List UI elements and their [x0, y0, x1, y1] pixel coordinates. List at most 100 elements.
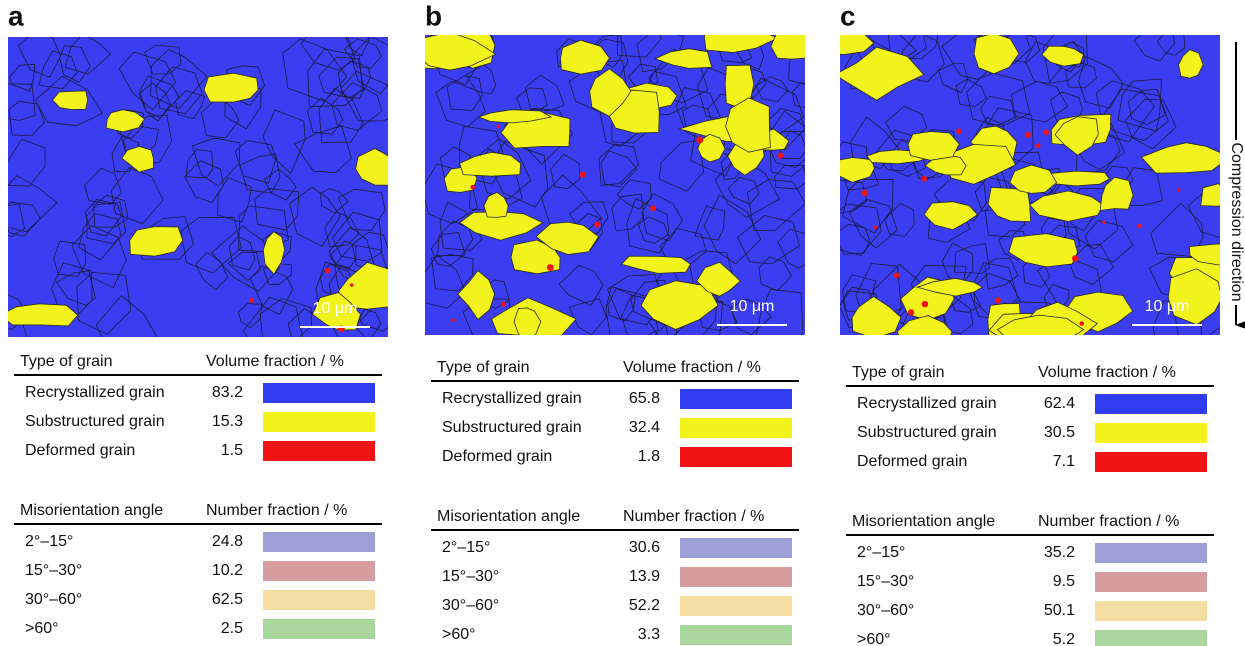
deformed-grain [594, 221, 600, 227]
row-name: 30°–60° [442, 597, 499, 614]
deformed-grain [995, 297, 1001, 303]
row-value: 2.5 [221, 620, 243, 637]
row-value: 9.5 [1053, 573, 1075, 590]
deformed-grain [908, 309, 914, 315]
scale-bar-label: 10 μm [730, 298, 775, 315]
color-swatch [263, 619, 375, 639]
table-header: Type of grain [852, 364, 945, 381]
row-value: 35.2 [1044, 544, 1075, 561]
color-swatch [680, 389, 792, 409]
row-value: 3.3 [638, 626, 660, 643]
row-name: Recrystallized grain [25, 384, 165, 401]
deformed-grain [350, 283, 354, 287]
scale-bar-label: 10 μm [313, 300, 358, 317]
deformed-grain [862, 190, 868, 196]
row-name: Recrystallized grain [442, 390, 582, 407]
substructured-grain [130, 227, 183, 257]
table-header: Volume fraction / % [623, 359, 761, 376]
deformed-grain [921, 176, 927, 182]
color-swatch [680, 596, 792, 616]
deformed-grain [894, 273, 900, 279]
table-header: Type of grain [437, 359, 530, 376]
table-header: Number fraction / % [206, 502, 347, 519]
row-name: 2°–15° [442, 539, 490, 556]
deformed-grain [497, 125, 501, 129]
deformed-grain [1102, 221, 1105, 224]
row-value: 24.8 [212, 533, 243, 550]
table-header: Volume fraction / % [206, 353, 344, 370]
color-swatch [680, 567, 792, 587]
row-name: Substructured grain [857, 424, 997, 441]
row-value: 13.9 [629, 568, 660, 585]
row-name: Substructured grain [25, 413, 165, 430]
substructured-grain [771, 30, 811, 59]
table-header: Volume fraction / % [1038, 364, 1176, 381]
row-value: 10.2 [212, 562, 243, 579]
table-header: Misorientation angle [20, 502, 163, 519]
color-swatch [263, 412, 375, 432]
deformed-grain [1036, 143, 1041, 148]
panel-label: b [425, 0, 442, 31]
deformed-grain [1177, 188, 1181, 192]
row-value: 15.3 [212, 413, 243, 430]
row-value: 65.8 [629, 390, 660, 407]
deformed-grain [1079, 321, 1084, 326]
color-swatch [1095, 601, 1207, 621]
table-header: Misorientation angle [852, 513, 995, 530]
row-value: 50.1 [1044, 602, 1075, 619]
row-name: >60° [442, 626, 476, 643]
color-swatch [263, 441, 375, 461]
color-swatch [263, 383, 375, 403]
color-swatch [680, 625, 792, 645]
row-value: 32.4 [629, 419, 660, 436]
deformed-grain [249, 298, 254, 303]
deformed-grain [650, 205, 656, 211]
row-value: 30.6 [629, 539, 660, 556]
deformed-grain [922, 301, 929, 308]
deformed-grain [470, 185, 474, 189]
deformed-grain [956, 129, 961, 134]
row-name: 15°–30° [857, 573, 914, 590]
deformed-grain [1072, 255, 1079, 262]
color-swatch [680, 418, 792, 438]
row-name: 30°–60° [857, 602, 914, 619]
color-swatch [1095, 572, 1207, 592]
color-swatch [1095, 423, 1207, 443]
color-swatch [680, 447, 792, 467]
row-name: 2°–15° [857, 544, 905, 561]
color-swatch [1095, 543, 1207, 563]
substructured-grain [204, 73, 258, 102]
row-value: 30.5 [1044, 424, 1075, 441]
deformed-grain [547, 264, 554, 271]
row-name: Substructured grain [442, 419, 582, 436]
color-swatch [263, 590, 375, 610]
row-name: >60° [857, 631, 891, 646]
row-name: Recrystallized grain [857, 395, 997, 412]
deformed-grain [1043, 130, 1049, 136]
row-value: 7.1 [1053, 453, 1075, 470]
substructured-grain [819, 29, 873, 54]
color-swatch [263, 561, 375, 581]
panel-label: a [8, 0, 24, 31]
deformed-grain [1137, 224, 1141, 228]
table-header: Number fraction / % [1038, 513, 1179, 530]
figure: Compression direction a10 μmType of grai… [0, 0, 1245, 646]
deformed-grain [777, 153, 783, 159]
table-header: Number fraction / % [623, 508, 764, 525]
table-header: Misorientation angle [437, 508, 580, 525]
row-name: 2°–15° [25, 533, 73, 550]
row-name: 15°–30° [25, 562, 82, 579]
deformed-grain [874, 226, 878, 230]
deformed-grain [501, 301, 506, 306]
color-swatch [680, 538, 792, 558]
deformed-grain [579, 171, 585, 177]
color-swatch [1095, 394, 1207, 414]
row-name: Deformed grain [857, 453, 967, 470]
row-value: 1.5 [221, 442, 243, 459]
row-value: 52.2 [629, 597, 660, 614]
row-value: 62.5 [212, 591, 243, 608]
row-value: 1.8 [638, 448, 660, 465]
row-value: 83.2 [212, 384, 243, 401]
deformed-grain [1025, 132, 1031, 138]
color-swatch [263, 532, 375, 552]
